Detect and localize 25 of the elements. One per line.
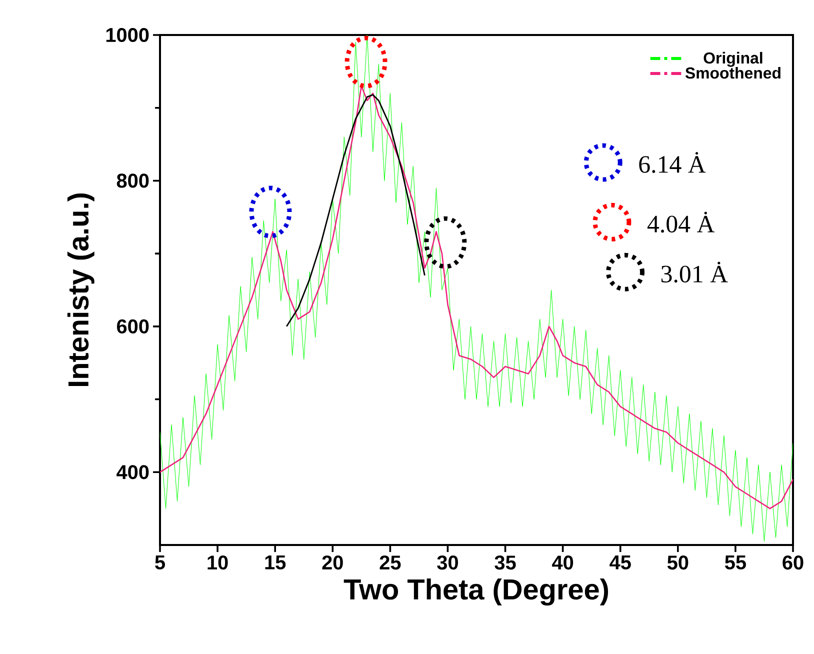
y-axis-title: Intenisty (a.u.) — [67, 194, 94, 386]
y-tick-label: 800 — [116, 174, 149, 188]
x-tick-label: 35 — [494, 556, 516, 570]
legend-label: Smoothened — [685, 66, 780, 79]
x-tick-label: 45 — [610, 556, 631, 570]
x-tick-label: 60 — [782, 556, 804, 570]
line-series — [160, 35, 793, 542]
x-tick-label: 25 — [380, 556, 401, 570]
x-tick-label: 15 — [265, 556, 286, 570]
y-tick-label: 600 — [116, 319, 149, 334]
x-tick-label: 10 — [208, 556, 228, 570]
legend-label: Original — [704, 52, 762, 67]
x-tick-label: 30 — [437, 556, 458, 570]
x-tick-label: 40 — [552, 556, 574, 570]
annotation: 3.01 Ȧ — [661, 262, 728, 283]
x-tick-label: 50 — [667, 556, 688, 570]
annotation: 4.04 Ȧ — [647, 212, 715, 233]
y-tick-label: 400 — [116, 465, 149, 480]
y-tick-label: 1000 — [106, 28, 149, 42]
x-tick-label: 20 — [322, 556, 343, 570]
line-series — [286, 94, 426, 328]
x-tick-label: 5 — [155, 556, 165, 570]
x-tick-label: 55 — [724, 556, 746, 570]
annotation: 6.14 Ȧ — [639, 152, 706, 173]
x-axis-title: Two Theta (Degree) — [344, 578, 608, 606]
